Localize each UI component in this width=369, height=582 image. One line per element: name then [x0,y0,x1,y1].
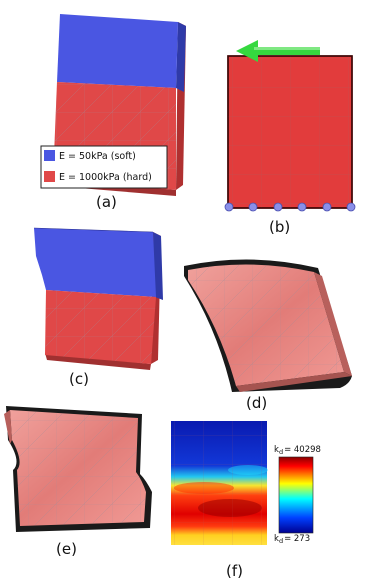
fixed-node [346,202,356,212]
panel-f-heatmap [171,421,268,545]
panel-c-label: (c) [69,370,89,388]
panel-e-block [4,406,152,532]
material-legend: E = 50kPa (soft) E = 1000kPa (hard) [40,145,168,189]
colorbar-min-label: kd= 273 [274,534,310,545]
applied-force-arrow [236,40,320,62]
panel-f-label: (f) [226,562,243,580]
fixed-node [224,202,234,212]
kd-colorbar: kd= 40298 kd= 273 [274,445,321,545]
panel-e-label: (e) [56,540,77,558]
legend-soft-swatch [44,150,55,161]
fixed-boundary-nodes [224,202,356,212]
panel-a-label: (a) [96,193,117,211]
fixed-node [322,202,332,212]
legend-hard-label: E = 1000kPa (hard) [59,172,152,183]
panel-d-block [184,259,352,392]
legend-soft-label: E = 50kPa (soft) [59,151,136,162]
legend-hard-swatch [44,171,55,182]
fixed-node [248,202,258,212]
fixed-node [297,202,307,212]
panel-b-block [227,55,353,209]
panel-b-label: (b) [269,218,290,236]
panel-c-block [33,227,163,370]
colorbar-max-label: kd= 40298 [274,445,321,456]
panel-d-label: (d) [246,394,267,412]
fixed-node [273,202,283,212]
